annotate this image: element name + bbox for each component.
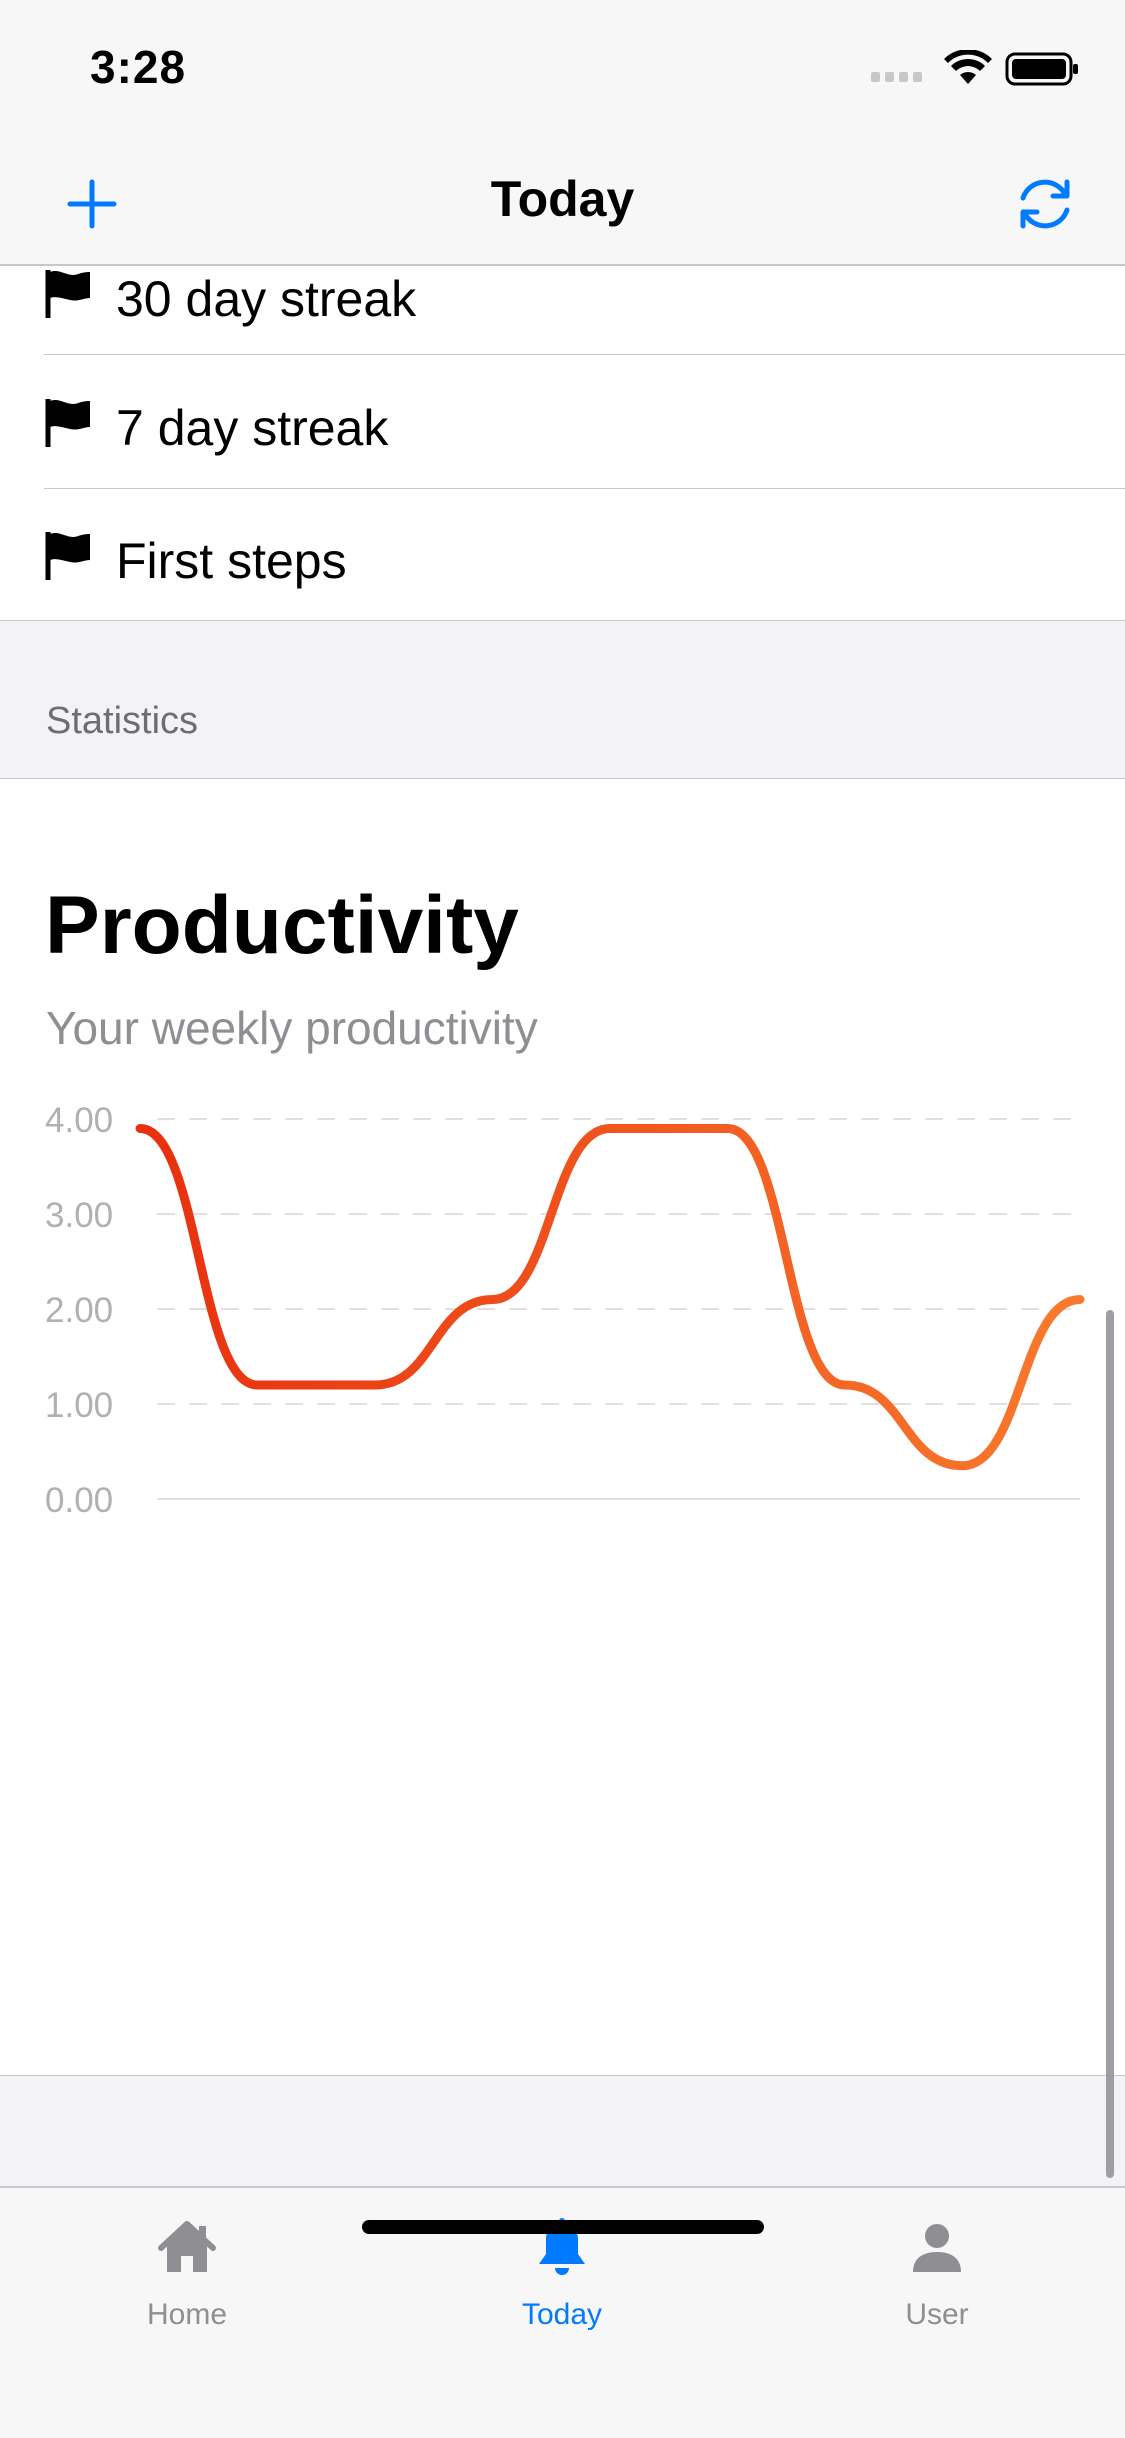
refresh-icon[interactable] (1009, 168, 1081, 240)
series-line (135, 1124, 1085, 1471)
house-icon (158, 2221, 216, 2272)
productivity-card: Productivity Your weekly productivity 0.… (0, 778, 1125, 2076)
tab-label: Home (146, 2298, 228, 2331)
y-tick-label: 3.00 (45, 1196, 113, 1235)
y-tick-label: 1.00 (45, 1386, 113, 1425)
list-item-label: 7 day streak (116, 400, 389, 456)
y-tick-label: 0.00 (45, 1481, 113, 1520)
tab-label: Today (521, 2298, 603, 2331)
home-indicator[interactable] (362, 2220, 764, 2234)
plus-icon[interactable] (60, 172, 124, 236)
flag-icon (45, 532, 90, 580)
y-tick-label: 2.00 (45, 1291, 113, 1330)
wifi-icon (944, 50, 992, 84)
list-item[interactable]: 30 day streak (0, 246, 1125, 379)
status-bar: 3:28 (0, 0, 1125, 132)
person-icon (913, 2224, 961, 2272)
productivity-chart: 0.00 1.00 2.00 3.00 4.00 (45, 1101, 1085, 1520)
navigation-bar: Today (0, 132, 1125, 266)
tab-today[interactable]: Today (442, 2216, 682, 2336)
tab-user[interactable]: User (817, 2216, 1057, 2336)
list-item-label: 30 day streak (116, 271, 417, 327)
card-title: Productivity (45, 880, 519, 971)
status-time: 3:28 (90, 41, 187, 93)
achievements-list: 30 day streak 7 day streak First steps (0, 266, 1125, 621)
list-item-label: First steps (116, 533, 347, 589)
divider (44, 488, 1125, 489)
y-tick-label: 4.00 (45, 1101, 113, 1140)
tab-home[interactable]: Home (67, 2216, 307, 2336)
page-title: Today (490, 171, 635, 227)
divider (44, 354, 1125, 355)
flag-icon (45, 270, 90, 318)
scroll-indicator[interactable] (1106, 1310, 1114, 2178)
tab-label: User (905, 2298, 969, 2331)
card-subtitle: Your weekly productivity (46, 1002, 538, 1054)
status-icons (871, 50, 1078, 86)
list-item[interactable]: 7 day streak (0, 355, 1125, 488)
section-header-statistics: Statistics (46, 700, 199, 742)
cellular-signal-icon (871, 72, 922, 82)
flag-icon (45, 399, 90, 447)
battery-icon (1005, 52, 1078, 86)
list-item[interactable]: First steps (0, 488, 1125, 621)
